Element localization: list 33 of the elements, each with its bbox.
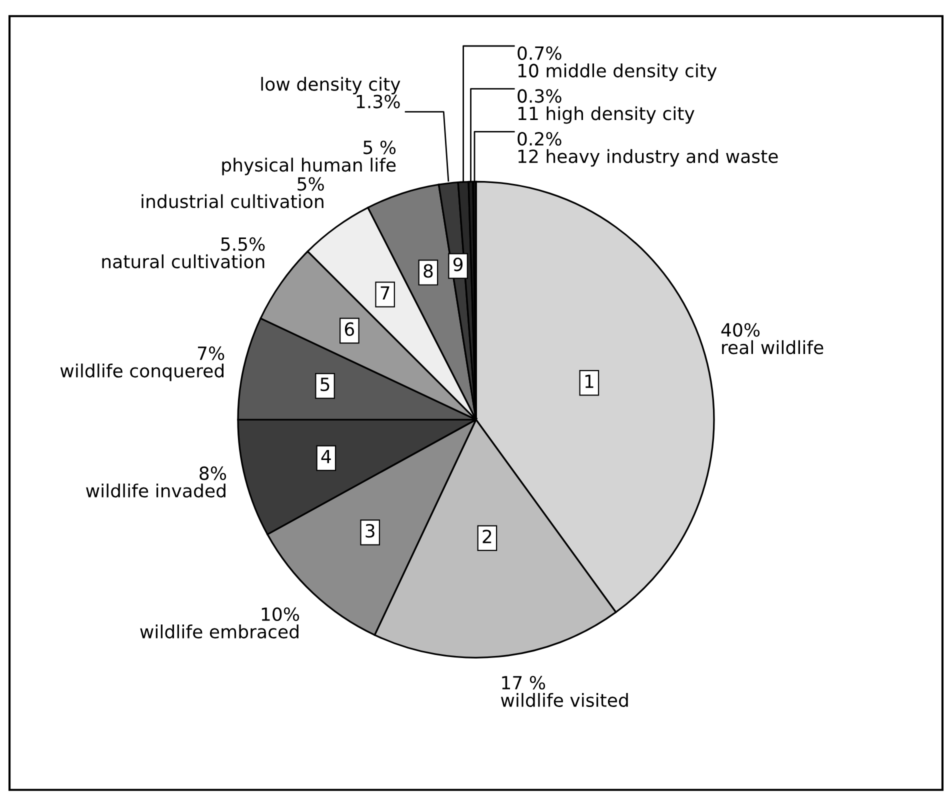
text: 7 — [380, 286, 390, 300]
data-label: 5 % — [364, 140, 396, 154]
text: 9 — [453, 258, 463, 272]
data-label: 0.2% — [518, 132, 562, 146]
slice-label: 10 middle density city — [518, 63, 717, 81]
slice-label: industrial cultivation — [142, 194, 324, 208]
data-label: 10% — [262, 607, 300, 622]
data-label: 17 % — [502, 676, 546, 690]
slice-label: 12 heavy industry and waste — [518, 149, 778, 167]
data-label: 1.3% — [356, 94, 400, 108]
text: 8 — [424, 264, 433, 278]
slice-label: wildlife visited — [500, 693, 628, 708]
slice-label: low density city — [261, 76, 400, 94]
data-label: 5% — [298, 177, 324, 191]
slice-label: wildlife invaded — [86, 484, 226, 498]
data-label: 7% — [198, 346, 224, 360]
data-label: 0.3% — [518, 89, 562, 103]
data-label: 5.5% — [221, 237, 265, 251]
data-label: 0.7% — [518, 46, 562, 60]
text: 2 — [482, 530, 492, 544]
slice-label: natural cultivation — [102, 254, 264, 268]
data-label: 8% — [200, 466, 226, 480]
slice-label: physical human life — [222, 158, 396, 176]
slice-label: real wildlife — [722, 340, 824, 354]
text: 5 — [320, 378, 330, 392]
text: 6 — [344, 322, 354, 336]
text: 4 — [321, 450, 331, 464]
text: 1 — [585, 374, 594, 388]
text: 3 — [366, 524, 374, 538]
slice-label: 11 high density city — [518, 106, 694, 124]
slice-label: wildlife conquered — [60, 364, 224, 382]
data-label: 40% — [721, 323, 760, 337]
slice-label: wildlife embraced — [140, 624, 298, 638]
